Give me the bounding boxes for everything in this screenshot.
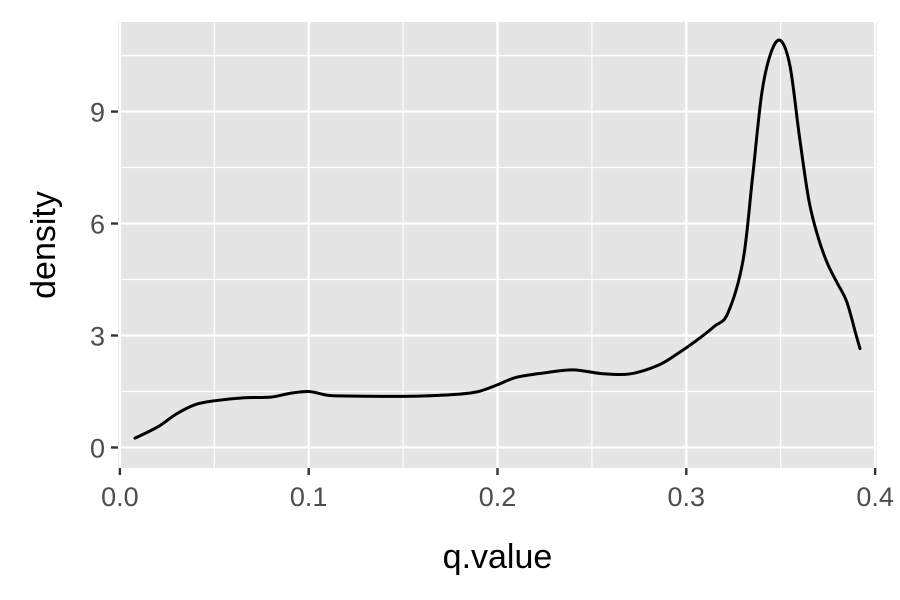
x-axis: 0.0 0.1 0.2 0.3 0.4 — [101, 468, 894, 512]
x-tick-label: 0.1 — [290, 482, 328, 512]
major-gridlines — [118, 22, 877, 468]
y-tick-label: 3 — [90, 322, 105, 352]
x-tick-label: 0.4 — [856, 482, 894, 512]
x-axis-title: q.value — [443, 538, 553, 576]
y-tick-label: 0 — [90, 433, 105, 463]
y-axis: 0 3 6 9 — [90, 98, 118, 463]
y-tick-label: 9 — [90, 98, 105, 128]
y-tick-label: 6 — [90, 210, 105, 240]
density-curve — [133, 38, 862, 440]
x-tick-label: 0.3 — [668, 482, 706, 512]
y-axis-title: density — [25, 191, 63, 299]
x-tick-label: 0.2 — [479, 482, 517, 512]
x-tick-label: 0.0 — [101, 482, 139, 512]
